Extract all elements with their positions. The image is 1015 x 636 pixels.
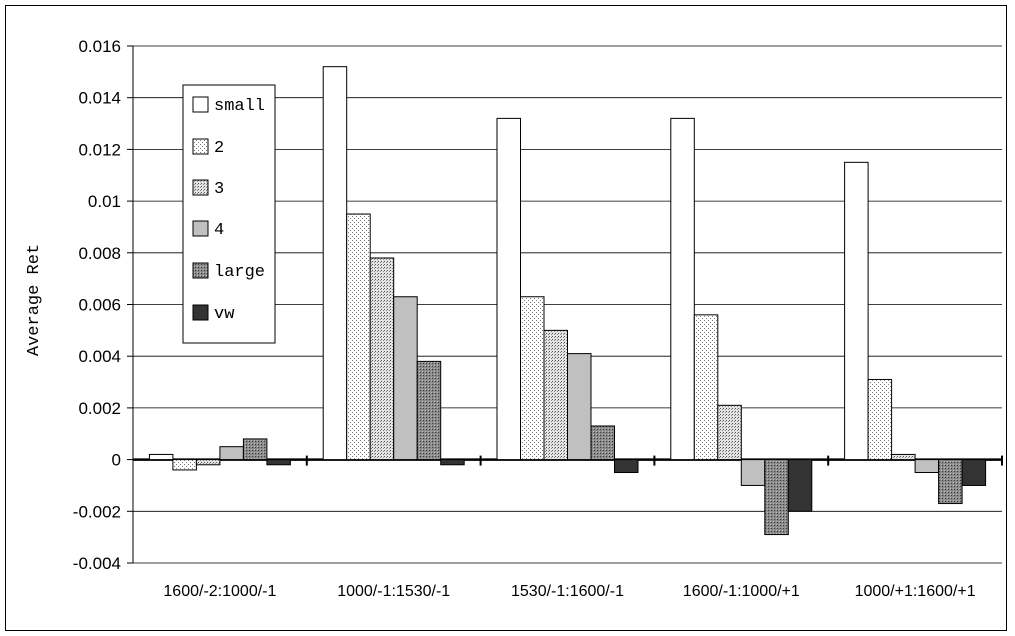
y-tick-label: 0: [112, 451, 121, 470]
bar-large: [938, 459, 963, 505]
bar-large: [764, 459, 789, 536]
y-tick-label: 0.002: [78, 399, 121, 418]
y-axis-title: Average Ret: [25, 244, 44, 356]
bar-4: [914, 459, 940, 474]
legend-label-4: 4: [214, 221, 224, 240]
legend-label-2: 2: [214, 139, 224, 158]
x-tick-label: 1000/+1:1600/+1: [855, 583, 976, 600]
legend-label-3: 3: [214, 180, 224, 199]
y-tick-label: -0.004: [73, 554, 121, 573]
legend-swatch-large: [192, 262, 209, 279]
bar-vw: [961, 459, 987, 486]
bar-2: [346, 213, 371, 461]
legend: small 2 3 4 large vw: [182, 84, 276, 344]
bar-4: [740, 459, 766, 486]
bar-small: [844, 161, 869, 461]
bar-small: [496, 117, 521, 461]
bar-large: [242, 438, 268, 461]
bar-3: [891, 453, 916, 461]
x-tick-label: 1000/-1:1530/-1: [337, 583, 450, 600]
bar-large: [590, 425, 615, 461]
y-tick-label: 0.016: [78, 37, 121, 56]
bar-3: [717, 404, 742, 461]
bar-2: [172, 459, 197, 471]
legend-label-large: large: [214, 263, 265, 282]
bar-2: [693, 314, 719, 461]
bar-3: [369, 257, 395, 461]
x-tick-label: 1600/-1:1000/+1: [683, 583, 800, 600]
legend-swatch-2: [192, 138, 209, 155]
x-tick-label: 1600/-2:1000/-1: [163, 583, 276, 600]
bar-large: [416, 360, 442, 461]
bar-2: [520, 296, 545, 461]
bar-vw: [787, 459, 813, 512]
bar-vw: [266, 459, 291, 466]
bar-4: [567, 353, 592, 461]
y-tick-label: -0.002: [73, 502, 121, 521]
bar-2: [867, 378, 893, 461]
legend-label-small: small: [214, 97, 265, 116]
legend-swatch-3: [192, 179, 209, 196]
x-tick-label: 1530/-1:1600/-1: [511, 583, 624, 600]
legend-swatch-4: [192, 220, 209, 237]
bar-4: [219, 446, 244, 461]
bars: [148, 66, 987, 536]
bar-small: [148, 453, 174, 461]
y-tick-label: 0.014: [78, 89, 121, 108]
y-tick-label: 0.01: [88, 192, 121, 211]
legend-label-vw: vw: [214, 305, 235, 324]
bar-3: [543, 329, 568, 461]
y-tick-label: 0.006: [78, 296, 121, 315]
y-tick-label: 0.012: [78, 140, 121, 159]
y-tick-label: 0.004: [78, 347, 121, 366]
legend-box: [182, 84, 276, 344]
legend-swatch-vw: [192, 304, 209, 321]
bar-small: [670, 117, 695, 461]
bar-3: [195, 459, 221, 466]
bar-vw: [440, 459, 465, 466]
axis-labels: 0.016 0.014 0.012 0.01 0.008 0.006 0.004 0.002 0…: [73, 37, 976, 600]
legend-swatch-small: [192, 96, 209, 113]
bar-vw: [614, 459, 639, 474]
bar-4: [393, 296, 418, 461]
bar-small: [322, 66, 348, 461]
y-tick-label: 0.008: [78, 244, 121, 263]
